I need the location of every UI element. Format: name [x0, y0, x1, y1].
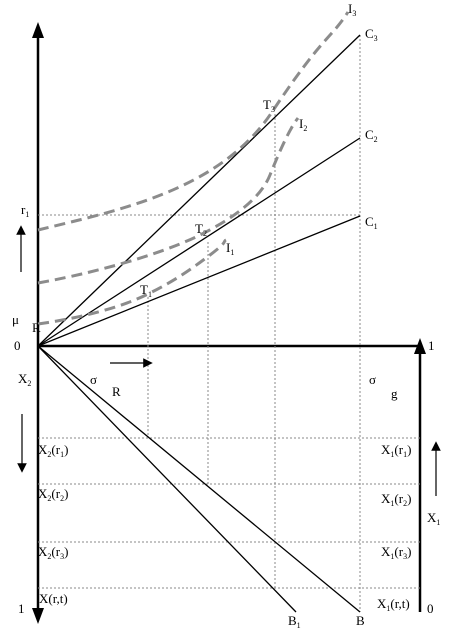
curve-i1	[37, 238, 227, 326]
label-c2: C2	[365, 127, 378, 144]
label-x-rt: X(r,t)	[39, 591, 68, 606]
label-i3: I3	[348, 1, 356, 18]
label-zero-top: 0	[14, 338, 21, 353]
label-x2-r1: X2(r1)	[38, 442, 68, 459]
label-b1: B1	[288, 613, 301, 630]
direction-arrows	[16, 225, 441, 496]
label-sigma-r: σ	[90, 372, 97, 387]
label-c3: C3	[365, 26, 378, 43]
label-r-sub: R	[112, 384, 121, 399]
ray-c1	[37, 215, 361, 347]
indifference-curves	[37, 11, 350, 326]
label-t3: T3	[263, 97, 275, 114]
dotted-guides	[38, 35, 420, 612]
label-r1: r1	[21, 202, 29, 219]
label-x1-r2: X1(r2)	[381, 491, 411, 508]
label-x1-r3: X1(r3)	[381, 544, 411, 561]
label-r: R	[32, 320, 41, 335]
label-x1-r1: X1(r1)	[381, 442, 411, 459]
label-x1-rt: X1(r,t)	[377, 596, 410, 613]
label-sigma-g: σ	[369, 372, 376, 387]
label-i2: I2	[299, 116, 307, 133]
curve-i2	[37, 117, 300, 285]
label-b: B	[356, 613, 365, 628]
ray-c3	[37, 34, 361, 347]
efficient-rays	[37, 34, 361, 613]
label-c1: C1	[365, 214, 378, 231]
label-x2: X2	[18, 371, 31, 388]
ray-c2	[37, 137, 361, 347]
labels: I3 C3 T3 I2 C2 r1 C1 T2 I1 T1 μ R 0 1 X2…	[12, 1, 440, 630]
curve-i3	[37, 11, 350, 232]
label-x2-r3: X2(r3)	[38, 544, 68, 561]
label-one-right: 1	[428, 338, 435, 353]
x1-axis-arrow-up	[414, 338, 426, 354]
axes	[32, 22, 426, 624]
label-zero-bottom: 0	[427, 601, 434, 616]
x2-axis-arrow-down	[32, 608, 44, 624]
mu-axis-arrow-up	[32, 22, 44, 38]
label-mu: μ	[12, 312, 19, 327]
label-i1: I1	[226, 240, 234, 257]
ray-b	[37, 345, 361, 613]
label-g: g	[391, 386, 398, 401]
label-t2: T2	[195, 221, 207, 238]
label-t1: T1	[140, 282, 152, 299]
label-x1: X1	[427, 510, 440, 527]
label-one-bottom: 1	[18, 601, 25, 616]
label-x2-r2: X2(r2)	[38, 486, 68, 503]
ray-b1	[37, 345, 297, 613]
